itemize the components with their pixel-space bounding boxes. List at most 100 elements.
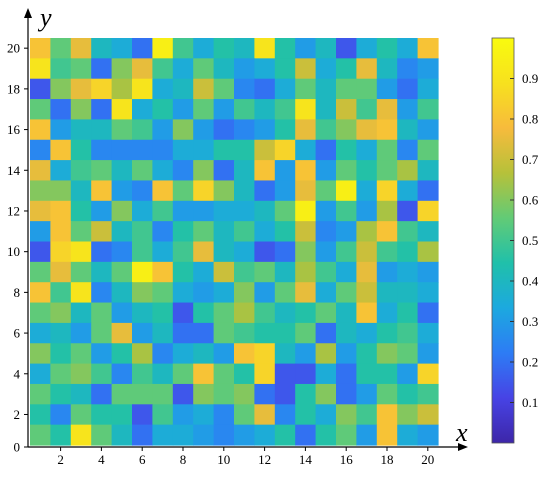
x-tick-label: 8	[180, 452, 187, 467]
heatmap-cell	[50, 119, 72, 141]
heatmap-cell	[111, 241, 133, 263]
heatmap-cell	[397, 221, 419, 243]
heatmap-cell	[254, 383, 276, 405]
heatmap-cell	[172, 58, 194, 80]
heatmap-cell	[274, 160, 296, 182]
heatmap-cell	[274, 139, 296, 161]
heatmap-cell	[70, 302, 92, 324]
heatmap-cell	[70, 180, 92, 202]
heatmap-cell	[315, 119, 337, 141]
heatmap-cell	[152, 99, 174, 120]
heatmap-cell	[132, 139, 153, 161]
heatmap-cell	[376, 38, 398, 59]
heatmap-cell	[172, 241, 194, 263]
heatmap-cell	[30, 383, 51, 405]
heatmap-cell	[234, 404, 255, 426]
heatmap-cell	[91, 180, 113, 202]
heatmap-cell	[234, 241, 255, 263]
heatmap-cell	[132, 241, 153, 263]
x-tick-label: 10	[217, 452, 230, 467]
heatmap-cell	[234, 302, 255, 324]
heatmap-cell	[91, 322, 113, 344]
heatmap-cell	[254, 200, 276, 222]
heatmap-cell	[234, 78, 255, 100]
heatmap-cell	[336, 322, 357, 344]
heatmap-cell	[213, 78, 235, 100]
heatmap-cell	[111, 282, 133, 304]
heatmap-cell	[295, 200, 317, 222]
heatmap-cell	[356, 383, 378, 405]
colorbar-tick-label: 0.6	[522, 193, 539, 208]
heatmap-cell	[193, 119, 215, 141]
heatmap-cell	[213, 38, 235, 59]
heatmap-cell	[274, 363, 296, 385]
heatmap-cell	[70, 221, 92, 243]
heatmap-cell	[50, 424, 72, 446]
heatmap-cell	[376, 180, 398, 202]
heatmap-cell	[30, 424, 51, 446]
x-tick-label: 6	[139, 452, 146, 467]
heatmap-cell	[274, 404, 296, 426]
heatmap-cell	[213, 221, 235, 243]
heatmap-cell	[132, 160, 153, 182]
heatmap-cell	[172, 383, 194, 405]
heatmap-cell	[70, 200, 92, 222]
heatmap-cell	[213, 404, 235, 426]
heatmap-cell	[193, 241, 215, 263]
heatmap-cell	[274, 241, 296, 263]
heatmap-cell	[274, 383, 296, 405]
heatmap-cell	[295, 424, 317, 446]
heatmap-cell	[295, 160, 317, 182]
heatmap-cell	[336, 139, 357, 161]
heatmap-cell	[70, 160, 92, 182]
x-tick-label: 4	[98, 452, 105, 467]
heatmap-cell	[376, 343, 398, 365]
heatmap-cell	[315, 282, 337, 304]
heatmap-cell	[376, 261, 398, 283]
heatmap-cell	[234, 160, 255, 182]
heatmap-cell	[193, 343, 215, 365]
heatmap-cell	[152, 261, 174, 283]
heatmap-cell	[50, 99, 72, 120]
heatmap-cell	[111, 99, 133, 120]
heatmap-cell	[91, 424, 113, 446]
heatmap-cell	[132, 78, 153, 100]
heatmap-cell	[152, 241, 174, 263]
heatmap-cell	[274, 58, 296, 80]
y-tick-label: 18	[7, 81, 20, 96]
heatmap-cell	[234, 343, 255, 365]
y-axis-label: y	[37, 3, 52, 32]
heatmap-cell	[213, 363, 235, 385]
heatmap-cell	[132, 180, 153, 202]
heatmap-cell	[376, 282, 398, 304]
heatmap-cell	[70, 343, 92, 365]
heatmap-cell	[417, 180, 439, 202]
heatmap-cell	[213, 424, 235, 446]
heatmap-cell	[30, 160, 51, 182]
heatmap-cell	[254, 221, 276, 243]
heatmap-cell	[254, 139, 276, 161]
heatmap-cell	[254, 363, 276, 385]
heatmap-cell	[70, 383, 92, 405]
heatmap-cell	[315, 343, 337, 365]
heatmap-cell	[376, 424, 398, 446]
x-ticks: 2 4 6 8 10 12 14 16 18 20	[57, 447, 434, 467]
heatmap-cell	[254, 58, 276, 80]
heatmap-cell	[417, 261, 439, 283]
heatmap-cell	[91, 38, 113, 59]
heatmap-cell	[234, 38, 255, 59]
heatmap-cell	[417, 99, 439, 120]
heatmap-cell	[91, 119, 113, 141]
heatmap-cell	[356, 221, 378, 243]
heatmap-cell	[91, 404, 113, 426]
heatmap-cell	[172, 160, 194, 182]
heatmap-cell	[111, 180, 133, 202]
heatmap-cell	[213, 160, 235, 182]
heatmap-cell	[193, 282, 215, 304]
heatmap-cell	[274, 343, 296, 365]
heatmap-cell	[213, 241, 235, 263]
heatmap-cell	[254, 38, 276, 59]
heatmap-cell	[254, 282, 276, 304]
heatmap-cell	[356, 119, 378, 141]
